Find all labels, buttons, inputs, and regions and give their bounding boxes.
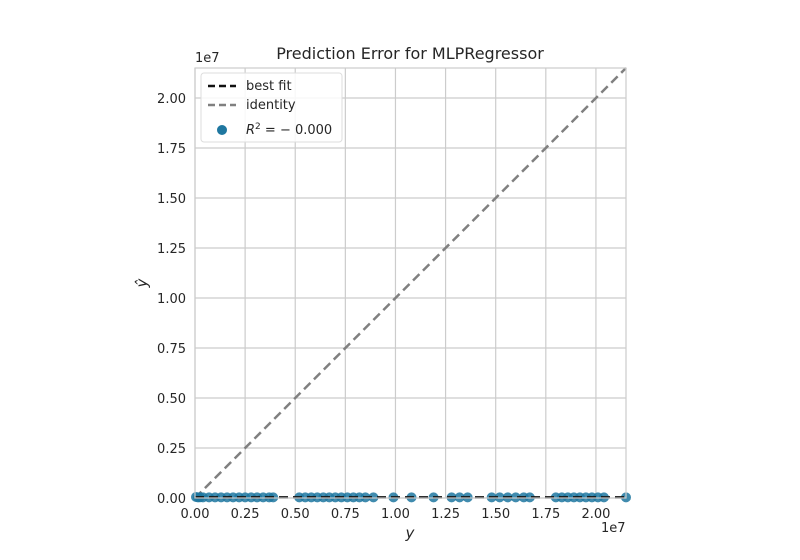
y-tick-label: 1.50 xyxy=(157,192,186,207)
x-tick-label: 1.00 xyxy=(381,507,410,522)
legend-r2-symbol: R xyxy=(246,123,255,138)
legend-r2-value: = − 0.000 xyxy=(261,123,332,138)
y-tick-label: 0.50 xyxy=(157,392,186,407)
y-tick-label: 0.00 xyxy=(157,492,186,507)
legend-box xyxy=(200,72,343,143)
x-tick-label: 0.00 xyxy=(181,507,210,522)
identity-line xyxy=(194,67,627,499)
x-tick-label: 1.75 xyxy=(531,507,560,522)
x-tick-label: 0.25 xyxy=(231,507,260,522)
y-axis-offset-label: 1e7 xyxy=(195,51,220,66)
x-tick-labels: 0.00 0.25 0.50 0.75 1.00 1.25 1.50 1.75 2.00 xyxy=(181,507,611,522)
identity-line-path xyxy=(194,67,627,499)
y-tick-label: 1.75 xyxy=(157,142,186,157)
legend-best-fit-label: best fit xyxy=(246,79,292,94)
x-tick-label: 0.75 xyxy=(331,507,360,522)
x-tick-label: 1.25 xyxy=(431,507,460,522)
y-tick-labels: 0.00 0.25 0.50 0.75 1.00 1.25 1.50 1.75 2.00 xyxy=(157,92,186,507)
y-tick-label: 0.75 xyxy=(157,342,186,357)
legend-points-swatch xyxy=(217,125,227,135)
legend-identity-label: identity xyxy=(246,98,296,113)
y-tick-label: 2.00 xyxy=(157,92,186,107)
chart-title: Prediction Error for MLPRegressor xyxy=(276,44,544,63)
y-tick-label: 1.00 xyxy=(157,292,186,307)
x-tick-label: 2.00 xyxy=(581,507,610,522)
plot-frame xyxy=(194,67,627,499)
legend-r2-exponent: 2 xyxy=(255,122,261,132)
x-tick-label: 0.50 xyxy=(281,507,310,522)
x-tick-label: 1.50 xyxy=(481,507,510,522)
legend-r2-label: R2 = − 0.000 xyxy=(246,122,332,138)
x-axis-label: y xyxy=(405,524,416,542)
y-axis-label: ŷ xyxy=(133,277,151,288)
x-axis-offset-label: 1e7 xyxy=(601,521,626,536)
y-tick-label: 0.25 xyxy=(157,442,186,457)
y-tick-label: 1.25 xyxy=(157,242,186,257)
legend: best fit identity R2 = − 0.000 xyxy=(200,72,343,143)
